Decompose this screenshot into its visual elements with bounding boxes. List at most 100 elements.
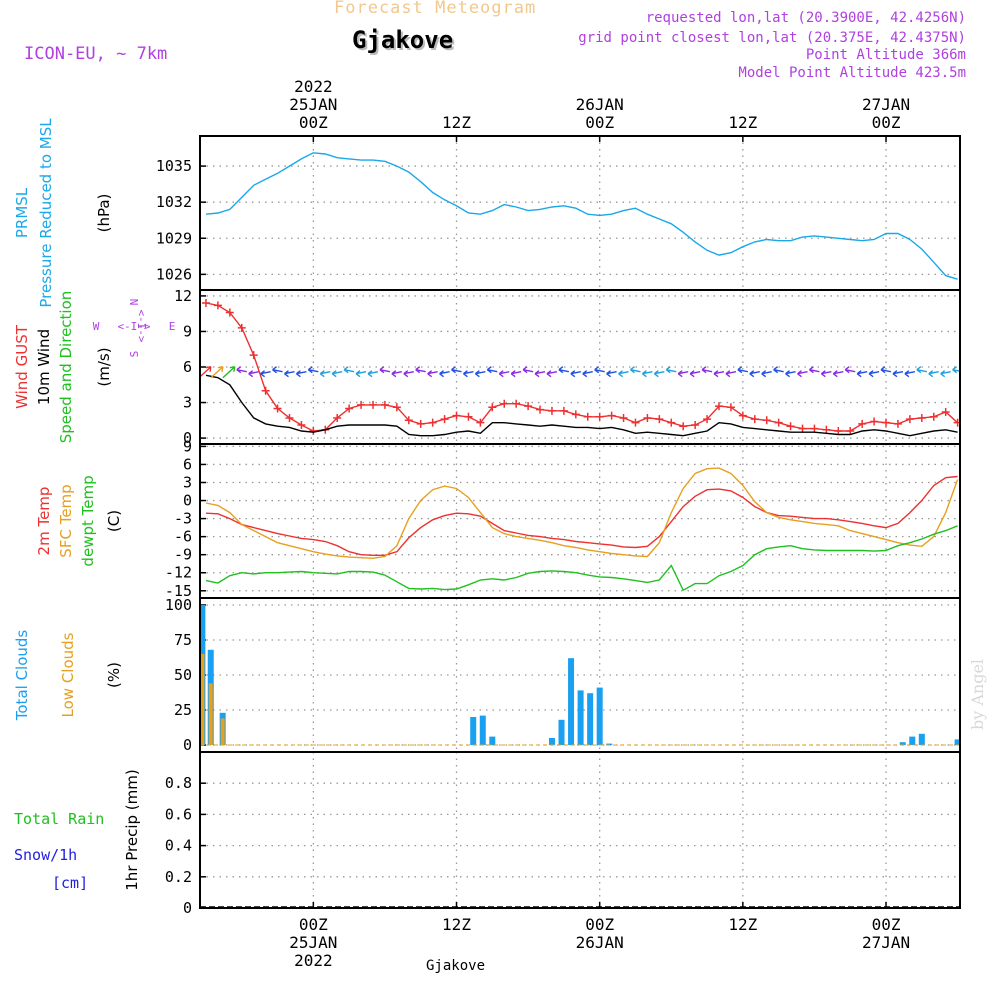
gust-marker (404, 416, 413, 425)
panel-wind: 0 3 6 9 12 Wind GUST 10m Wind Speed and Directi… (13, 287, 961, 447)
gust-marker (786, 422, 795, 431)
panel-precip: 0 0.2 0.4 0.6 0.8 1hr Precip (mm) (123, 751, 961, 917)
y-tick-label: -12 (165, 564, 192, 582)
y-tick-label: 0.8 (165, 774, 192, 792)
series-2m-temp (205, 475, 958, 556)
panel-clouds: 0 25 50 75 100 Total Clouds Low Clouds (%) (13, 596, 999, 754)
y-tick-label: 0.6 (165, 805, 192, 823)
series-wind-gust (205, 302, 959, 432)
gust-marker (810, 424, 819, 433)
wind-direction-arrow (594, 366, 605, 374)
y-tick-label: 12 (174, 287, 192, 305)
wind-direction-arrow (222, 366, 236, 379)
point-altitude: Point Altitude 366m (805, 47, 966, 63)
y-tick-label: -9 (174, 546, 192, 564)
gust-marker (333, 413, 342, 422)
wind-direction-arrow (236, 366, 247, 374)
wind-compass: N S W E <-I-><-I-> (93, 299, 176, 358)
gust-marker (261, 386, 270, 395)
wind-direction-arrow (809, 366, 820, 374)
gust-marker (488, 403, 497, 412)
wind-direction-arrow (665, 366, 677, 374)
y-axis-label: dewpt Temp (79, 475, 97, 566)
plot-layer: 1026 1029 1032 1035 PRMSL Pressure Reduced to… (13, 77, 999, 970)
gust-marker (822, 425, 831, 434)
gust-marker (536, 405, 545, 414)
series-10m-wind (205, 374, 958, 437)
gust-marker (929, 412, 938, 421)
y-axis-label: 1hr Precip (mm) (123, 769, 141, 890)
gust-marker (798, 424, 807, 433)
cloud-bar (200, 654, 205, 745)
top-tick-label: 2022 (294, 77, 333, 96)
bottom-tick-label: 00Z (299, 915, 328, 934)
bottom-tick-label: 25JAN (289, 933, 337, 952)
y-tick-label: 75 (174, 631, 192, 649)
wind-direction-arrow (415, 366, 426, 374)
y-axis-label: SFC Temp (57, 484, 75, 557)
gust-marker (225, 308, 234, 317)
gust-marker (703, 415, 712, 424)
y-axis-label: (%) (105, 662, 123, 688)
wind-direction-arrow (725, 370, 737, 378)
gust-marker (619, 413, 628, 422)
wind-direction-arrow (713, 370, 725, 378)
wind-direction-arrow (558, 366, 570, 374)
y-axis-label: Speed and Direction (57, 291, 75, 444)
bottom-tick-label: 27JAN (862, 933, 910, 952)
wind-direction-arrow (367, 370, 379, 378)
top-tick-label: 25JAN (289, 95, 337, 114)
gust-marker (882, 418, 891, 427)
cloud-bar (489, 736, 496, 745)
chart-suptitle: Forecast Meteogram (334, 0, 537, 18)
wind-direction-arrow (582, 370, 593, 378)
wind-direction-arrow (510, 370, 522, 378)
wind-direction-arrow (463, 370, 474, 378)
gust-marker (428, 418, 437, 427)
cloud-bar (577, 690, 584, 745)
wind-direction-arrow (677, 370, 689, 378)
wind-direction-arrow (284, 370, 295, 378)
compass-east: E (169, 320, 176, 333)
gust-marker (524, 402, 533, 411)
wind-direction-arrow (606, 370, 617, 378)
y-tick-label: 1032 (156, 193, 192, 211)
wind-direction-arrow (856, 370, 868, 378)
y-axis-label: Wind GUST (13, 324, 31, 409)
gust-marker (249, 351, 258, 360)
cloud-bar (606, 743, 613, 745)
legend-snow: Snow/1h (14, 846, 78, 864)
y-axis-label: 10m Wind (35, 329, 53, 405)
wind-direction-arrow (880, 366, 892, 374)
wind-direction-arrow (701, 366, 713, 374)
time-axis-bottom: 00Z25JAN202212Z00Z26JAN12Z00Z27JAN12Z (289, 902, 910, 970)
wind-direction-arrow (379, 366, 391, 374)
station-title: Gjakove (352, 26, 454, 54)
wind-direction-arrow (331, 370, 343, 378)
gust-marker (464, 412, 473, 421)
wind-direction-arrow (260, 370, 271, 378)
wind-direction-arrow (355, 370, 367, 378)
compass-south: S (128, 351, 141, 358)
y-tick-label: 1026 (156, 265, 192, 283)
wind-direction-arrow (940, 370, 951, 378)
wind-direction-arrow (307, 366, 319, 374)
cloud-bar (909, 736, 916, 745)
cloud-bar (954, 739, 960, 745)
y-tick-label: 0.4 (165, 837, 192, 855)
y-tick-label: -6 (174, 528, 192, 546)
cloud-bar (993, 706, 999, 745)
gust-marker (595, 412, 604, 421)
top-tick-label: 27JAN (862, 95, 910, 114)
bottom-tick-label: 00Z (585, 915, 614, 934)
time-axis-top: 202225JAN00Z12Z26JAN00Z12Z27JAN00Z12Z (289, 77, 910, 142)
gust-marker (357, 400, 366, 409)
gust-marker (667, 418, 676, 427)
y-tick-label: 3 (183, 474, 192, 492)
gust-marker (583, 412, 592, 421)
cloud-bar (587, 693, 594, 745)
gust-marker (571, 410, 580, 419)
wind-direction-arrow (928, 370, 939, 378)
cloud-bar (470, 717, 477, 745)
